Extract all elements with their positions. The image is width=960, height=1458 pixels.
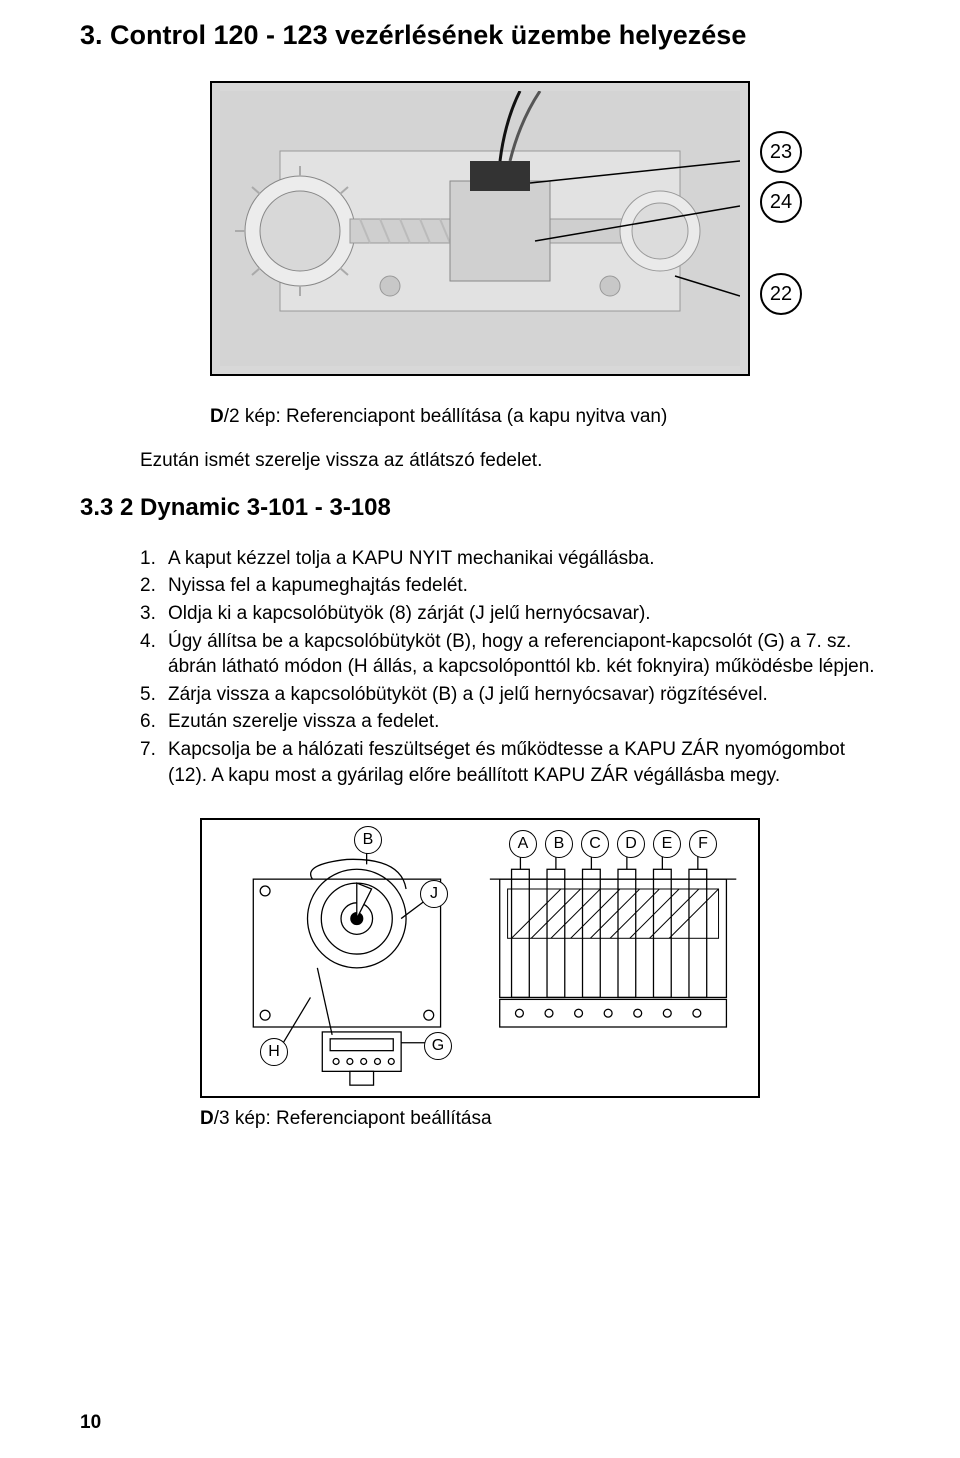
technical-diagram: B J H G A B C D E F (200, 818, 760, 1098)
numbered-list: 1.A kaput kézzel tolja a KAPU NYIT mecha… (140, 546, 880, 789)
callout-24: 24 (760, 181, 802, 223)
item-number: 4. (140, 629, 168, 680)
caption-text: /2 kép: Referenciapont beállítása (a kap… (224, 406, 668, 427)
photo-content (220, 91, 740, 366)
item-text: A kaput kézzel tolja a KAPU NYIT mechani… (168, 546, 880, 572)
photo-caption: D/2 kép: Referenciapont beállítása (a ka… (210, 406, 880, 428)
item-text: Kapcsolja be a hálózati feszültséget és … (168, 737, 880, 788)
item-number: 3. (140, 601, 168, 627)
item-text: Zárja vissza a kapcsolóbütyköt (B) a (J … (168, 682, 880, 708)
diagram-caption: D/3 kép: Referenciapont beállítása (200, 1108, 760, 1130)
list-item: 3.Oldja ki a kapcsolóbütyök (8) zárját (… (140, 601, 880, 627)
callout-23: 23 (760, 131, 802, 173)
reference-photo: 23 24 22 (210, 81, 750, 376)
item-number: 6. (140, 709, 168, 735)
list-item: 2.Nyissa fel a kapumeghajtás fedelét. (140, 573, 880, 599)
paragraph-1: Ezután ismét szerelje vissza az átlátszó… (140, 448, 880, 474)
section-heading: 3. Control 120 - 123 vezérlésének üzembe… (80, 20, 880, 51)
item-number: 5. (140, 682, 168, 708)
item-text: Ezután szerelje vissza a fedelet. (168, 709, 880, 735)
item-number: 1. (140, 546, 168, 572)
diagram-caption-text: /3 kép: Referenciapont beállítása (214, 1108, 492, 1129)
list-item: 6.Ezután szerelje vissza a fedelet. (140, 709, 880, 735)
list-item: 5.Zárja vissza a kapcsolóbütyköt (B) a (… (140, 682, 880, 708)
list-item: 1.A kaput kézzel tolja a KAPU NYIT mecha… (140, 546, 880, 572)
item-text: Nyissa fel a kapumeghajtás fedelét. (168, 573, 880, 599)
list-item: 7.Kapcsolja be a hálózati feszültséget é… (140, 737, 880, 788)
diagram-caption-prefix: D (200, 1108, 214, 1129)
caption-prefix: D (210, 406, 224, 427)
list-item: 4.Úgy állítsa be a kapcsolóbütyköt (B), … (140, 629, 880, 680)
page-number: 10 (80, 1412, 101, 1434)
item-text: Oldja ki a kapcsolóbütyök (8) zárját (J … (168, 601, 880, 627)
subheading: 3.3 2 Dynamic 3-101 - 3-108 (80, 494, 880, 522)
photo-illustration (220, 91, 740, 366)
item-number: 2. (140, 573, 168, 599)
item-text: Úgy állítsa be a kapcsolóbütyköt (B), ho… (168, 629, 880, 680)
callout-22: 22 (760, 273, 802, 315)
item-number: 7. (140, 737, 168, 788)
